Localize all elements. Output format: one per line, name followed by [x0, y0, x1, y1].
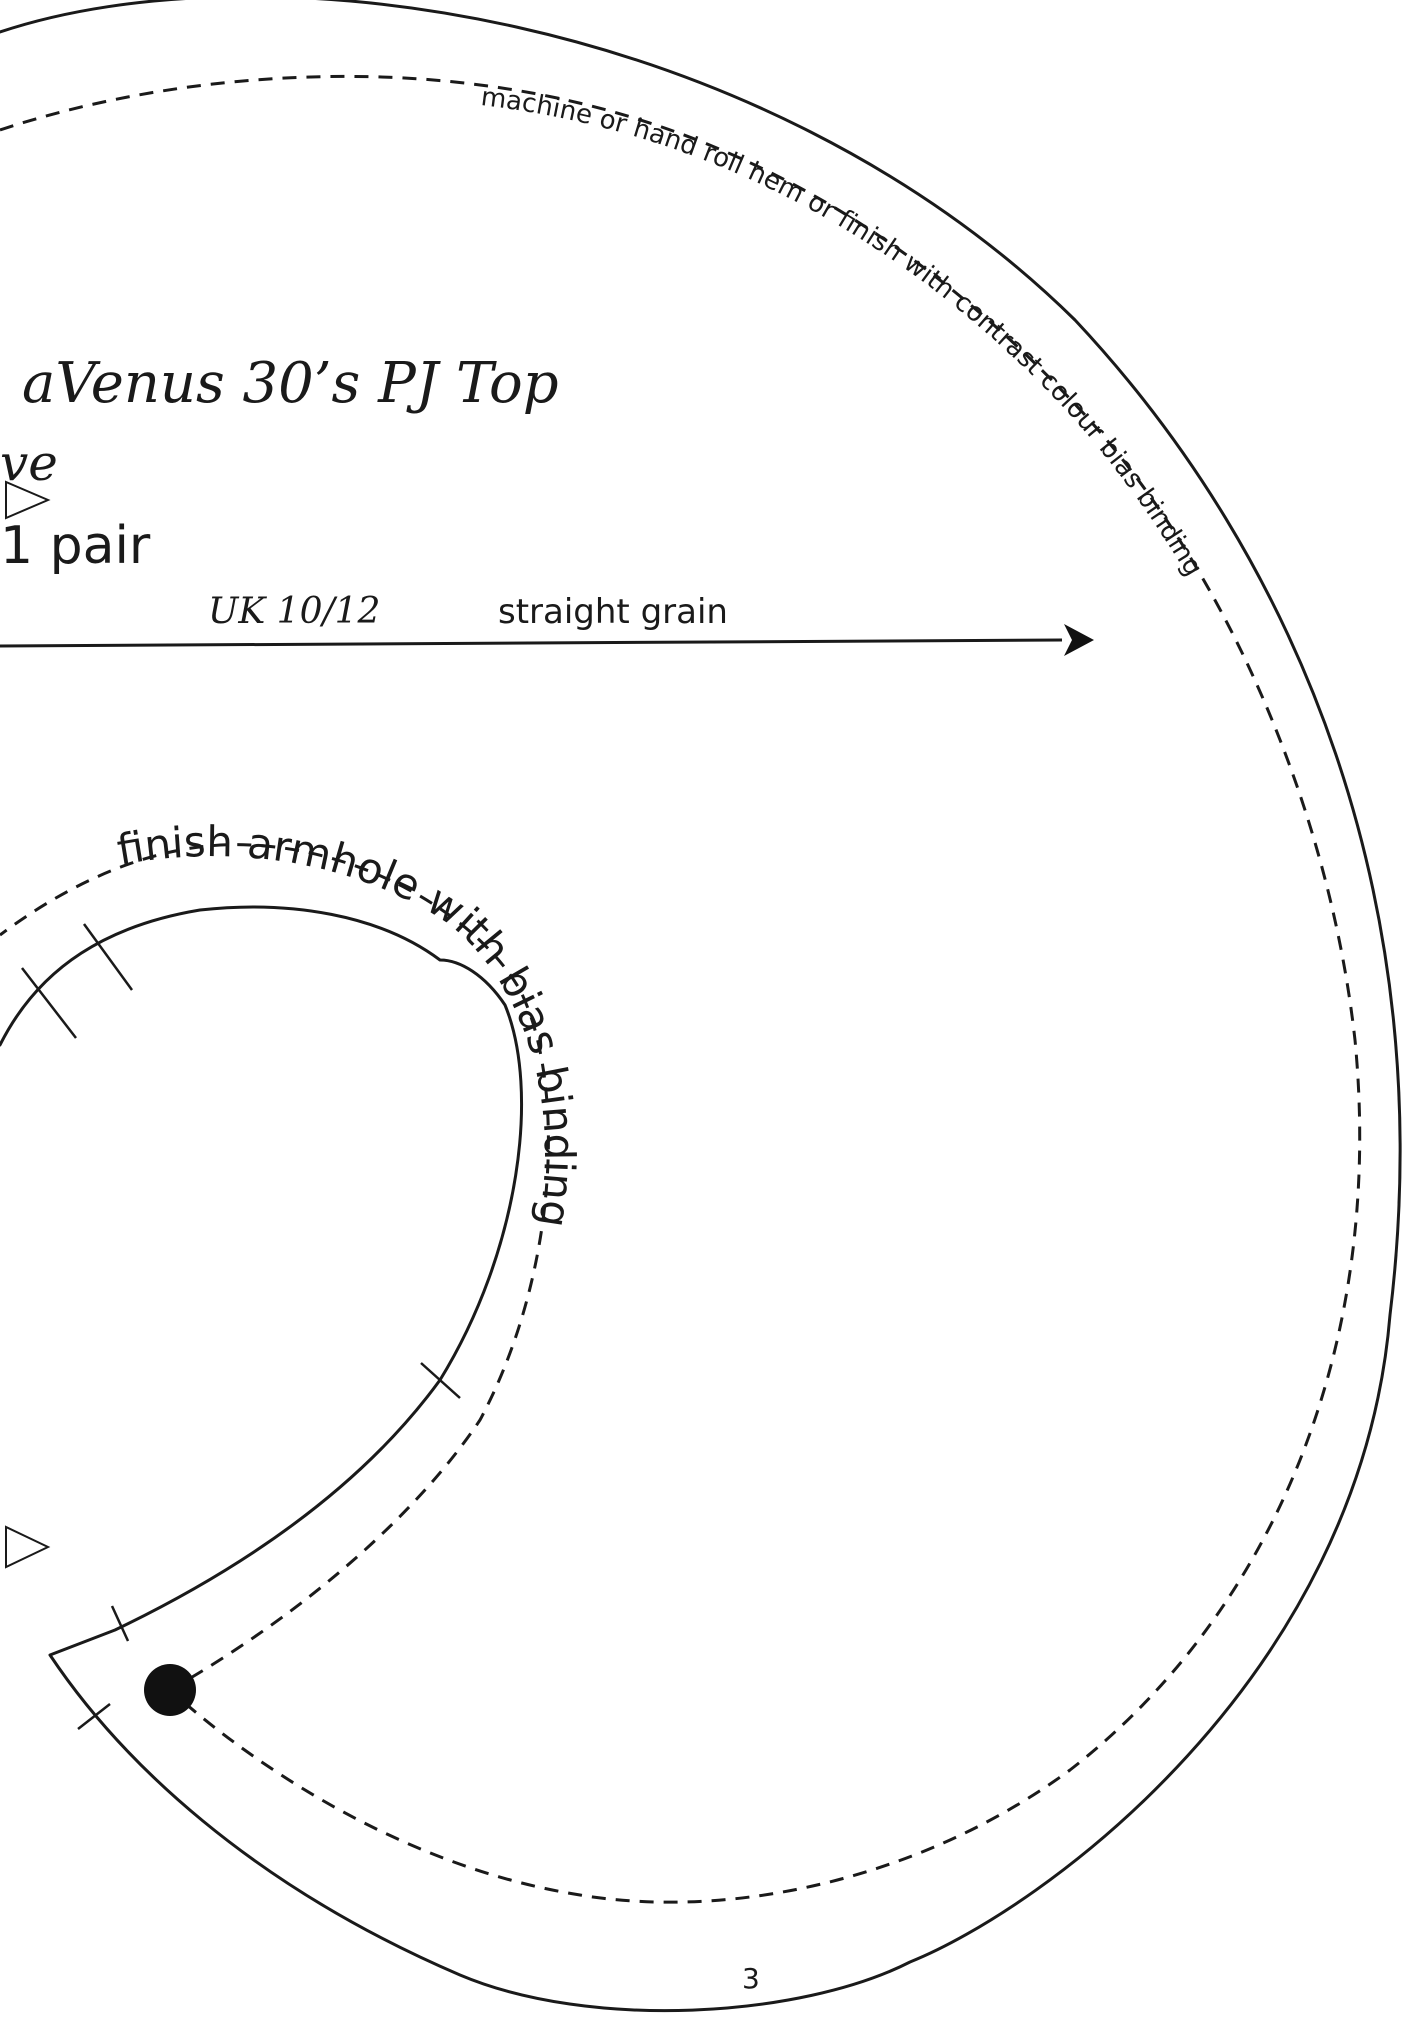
notch-mark — [77, 1703, 111, 1730]
armhole-seam-line — [0, 843, 550, 1692]
grainline-arrow — [0, 638, 1063, 648]
notch-mark — [420, 1362, 461, 1399]
notch-mark — [82, 923, 134, 991]
pattern-title: aVenus 30’s PJ Top — [22, 351, 559, 416]
page-number: 3 — [742, 1962, 760, 1995]
piece-name: ve — [0, 434, 58, 492]
grainline-arrowhead-icon — [1064, 624, 1094, 656]
notch-mark — [110, 1605, 130, 1642]
svg-text:machine or hand roll hem or fi: machine or hand roll hem or finish with … — [479, 82, 1208, 581]
fold-arrow-icon — [5, 480, 51, 520]
hem-instruction: machine or hand roll hem or finish with … — [479, 82, 1208, 581]
outer-seam-line — [0, 74, 1362, 1904]
matching-dot — [144, 1664, 196, 1716]
fold-arrow-icon — [5, 1525, 51, 1569]
cut-quantity: 1 pair — [0, 516, 151, 576]
svg-text:finish armhole with bias bindi: finish armhole with bias binding — [114, 817, 584, 1231]
grain-label: straight grain — [498, 592, 728, 632]
armhole-instruction: finish armhole with bias binding — [114, 817, 584, 1231]
notch-mark — [21, 967, 77, 1039]
size-label: UK 10/12 — [208, 591, 380, 632]
